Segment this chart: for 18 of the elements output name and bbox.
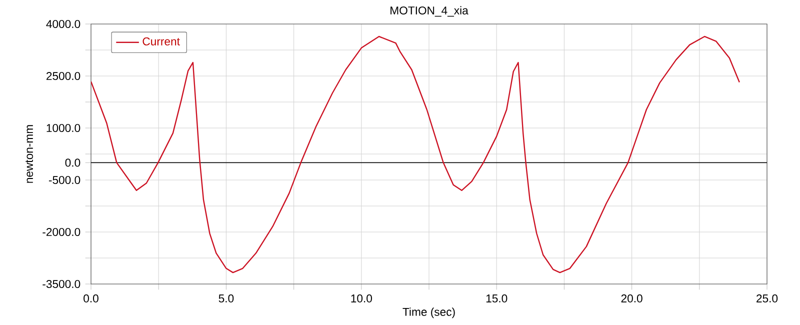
y-axis-title: newton-mm (26, 125, 33, 183)
y-tick-label: 1000.0 (46, 124, 80, 132)
x-axis-title: Time (sec) (402, 308, 455, 318)
y-tick-label: -2000.0 (42, 228, 80, 236)
x-tick-label: 20.0 (621, 294, 642, 302)
x-tick-label: 5.0 (218, 294, 234, 302)
chart-title: MOTION_4_xia (390, 6, 468, 17)
x-tick-label: 10.0 (351, 294, 372, 302)
x-tick-label: 0.0 (84, 294, 98, 302)
x-tick-label: 15.0 (486, 294, 508, 302)
legend-label: Current (142, 37, 180, 46)
y-tick-label: -500.0 (48, 176, 80, 184)
y-tick-label: 4000.0 (46, 20, 80, 28)
x-tick-label: 25.0 (756, 294, 778, 302)
y-tick-label: 0.0 (65, 158, 80, 167)
y-tick-label: -3500.0 (42, 280, 80, 288)
y-tick-label: 2500.0 (46, 72, 80, 80)
line-series (91, 36, 740, 274)
